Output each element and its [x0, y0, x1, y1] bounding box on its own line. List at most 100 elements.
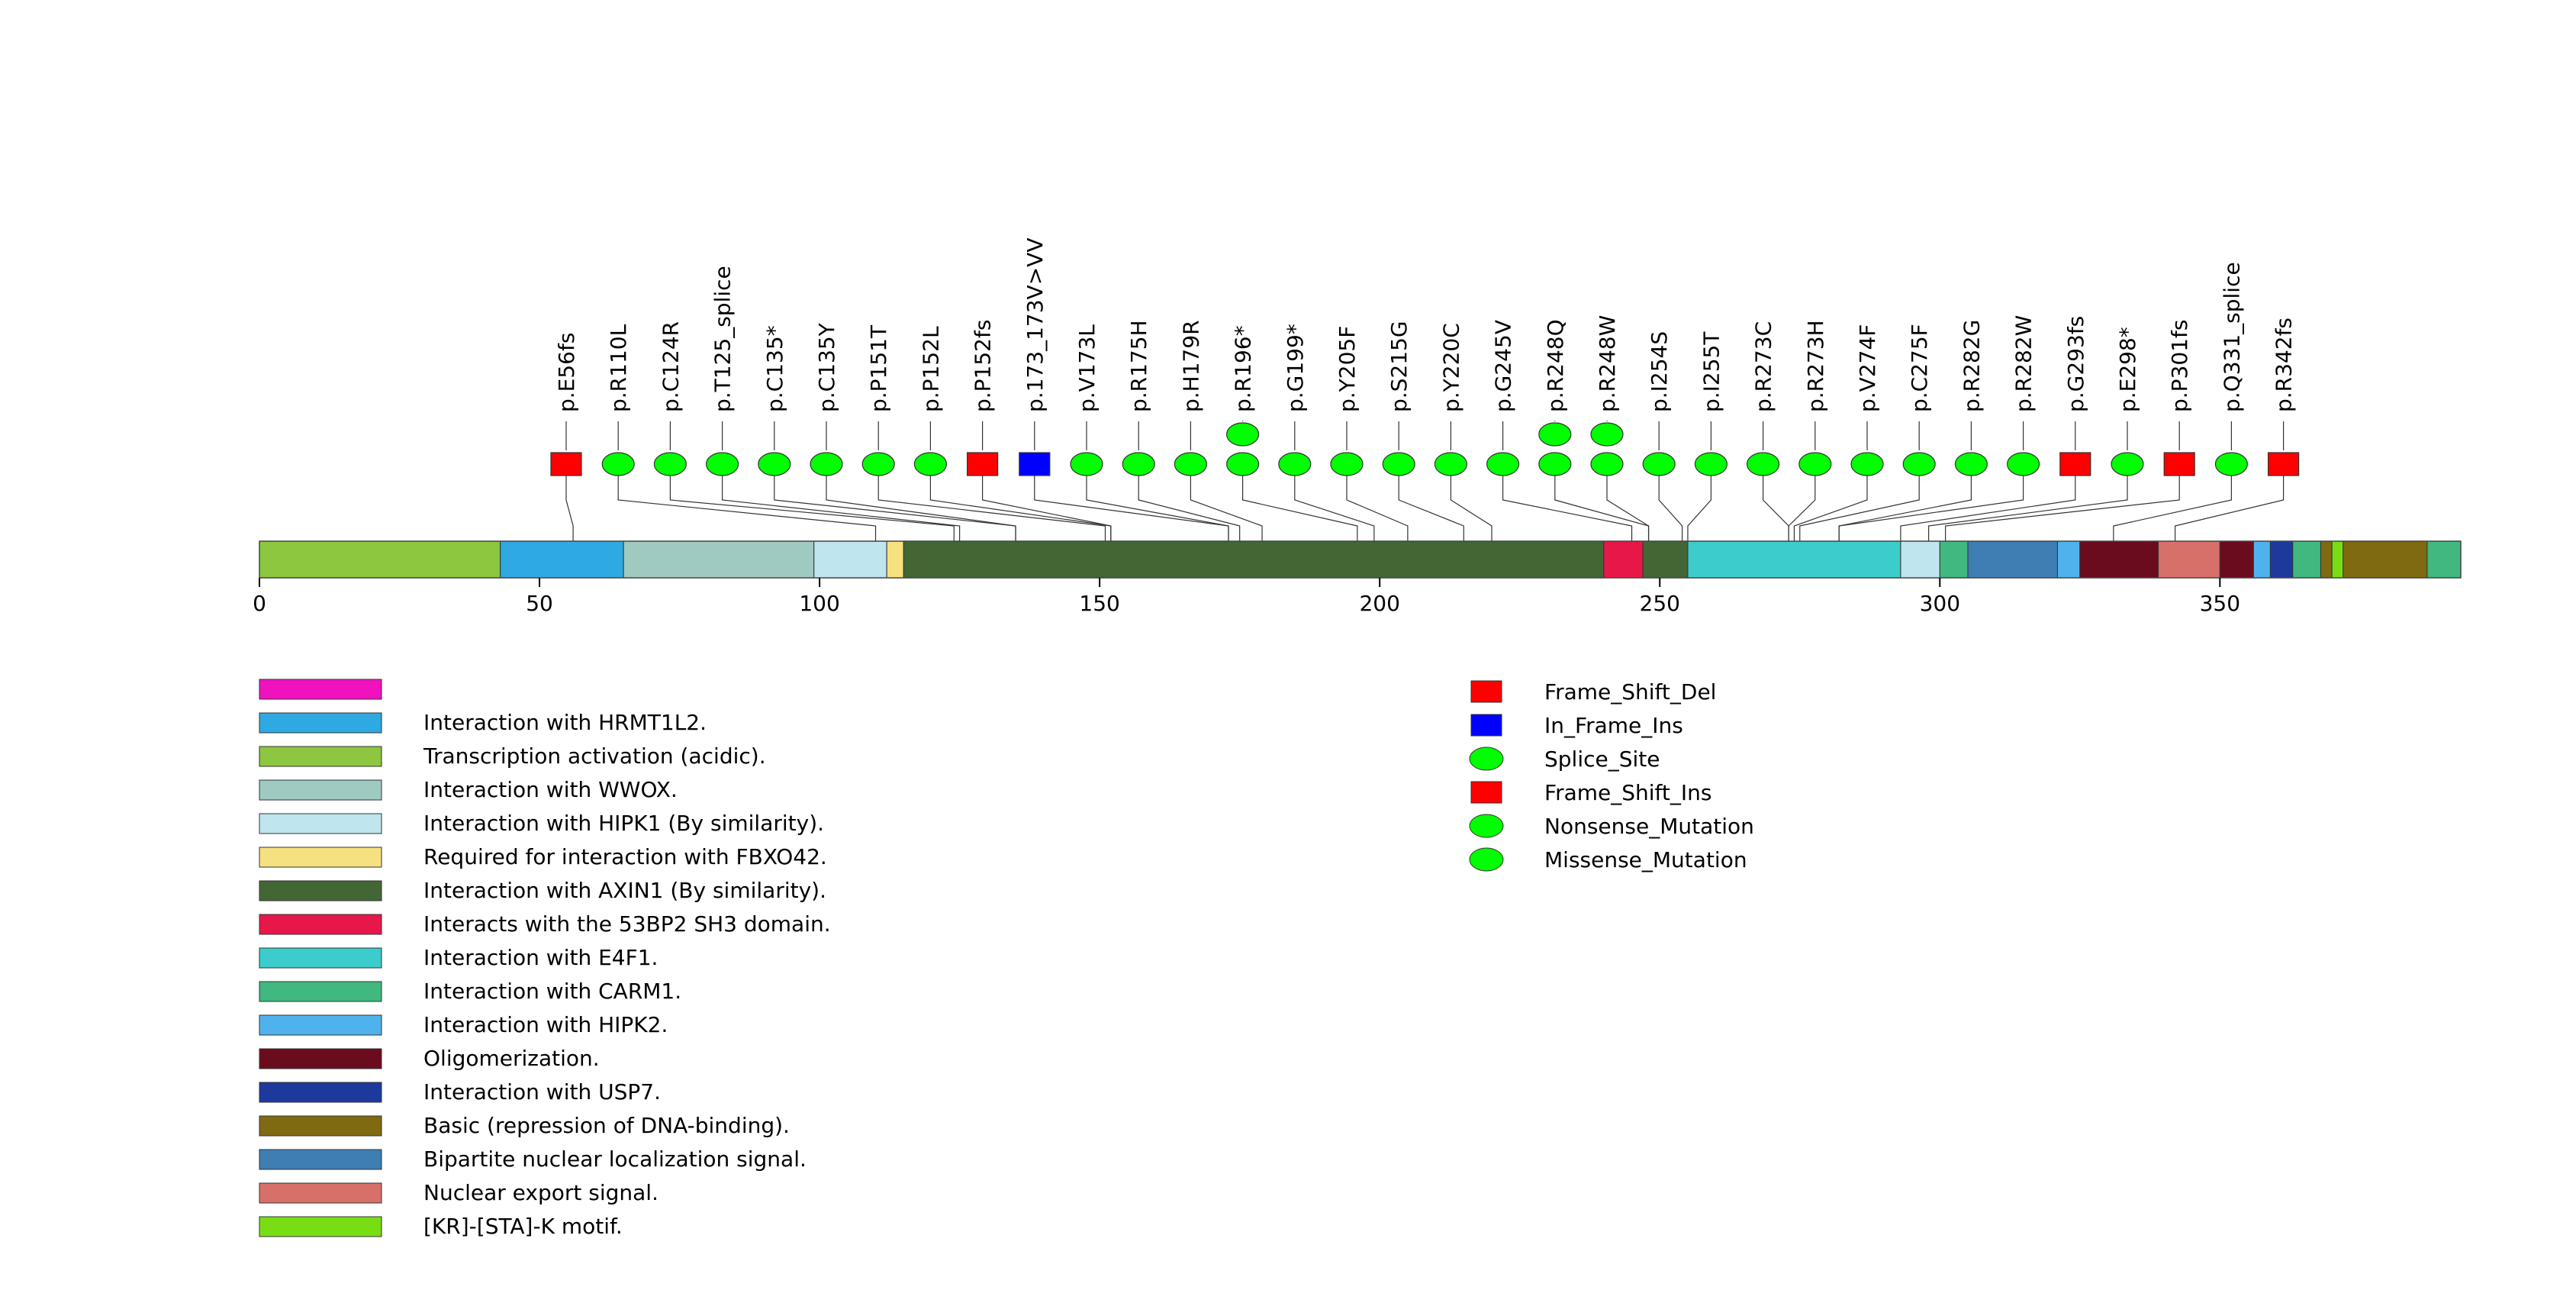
legend-swatch-interaction-with-hipk1-by-similarity — [259, 813, 382, 834]
domain-interaction-with-hipk2 — [2252, 540, 2271, 579]
legend-label-interaction-with-hipk1-by-similarity: Interaction with HIPK1 (By similarity). — [423, 811, 824, 836]
mutation-label-p-e56fs: p.E56fs — [554, 333, 579, 412]
axis-tick-label: 200 — [1359, 591, 1399, 616]
legend-swatch-unlabeled — [259, 679, 382, 700]
legend-label-interacts-with-the-53bp2-sh3-domain: Interacts with the 53BP2 SH3 domain. — [423, 911, 831, 937]
domain-interaction-with-wwox — [623, 540, 815, 579]
mutation-marker-p-r175h — [1122, 452, 1155, 476]
domain-interacts-with-the-53bp2-sh3-domain — [1603, 540, 1644, 579]
legend-swatch-basic-repression-of-dna-binding — [259, 1115, 382, 1137]
mutation-marker-p-r196 — [1225, 422, 1260, 447]
domain-oligomerization — [2219, 540, 2254, 579]
mutation-marker-p-y220c — [1434, 452, 1468, 476]
mutation-marker-p-r248q — [1538, 452, 1572, 476]
mutation-marker-p-g245v — [1486, 452, 1520, 476]
domain-interaction-with-hrmt1l2 — [500, 540, 624, 579]
legend-marker-in-frame-ins — [1470, 714, 1502, 737]
legend-swatch-kr-sta-k-motif — [259, 1216, 382, 1237]
mutation-marker-p-r196 — [1225, 452, 1260, 476]
domain-basic-repression-of-dna-binding — [2343, 540, 2428, 579]
mutation-label-p-r175h: p.R175H — [1126, 320, 1151, 412]
legend-swatch-oligomerization — [259, 1048, 382, 1069]
domain-required-for-interaction-with-fbxo42 — [886, 540, 904, 579]
mutation-label-p-g199: p.G199* — [1283, 324, 1308, 412]
mutation-label-p-r282g: p.R282G — [1959, 320, 1984, 412]
mutation-marker-p-c275f — [1902, 452, 1936, 476]
domain-bipartite-nuclear-localization-signal — [1967, 540, 2058, 579]
mutation-marker-p-t125-splice — [705, 452, 739, 476]
x-axis: 0 50 100 150 200 250 300 350 — [253, 578, 2240, 616]
legend-swatch-required-for-interaction-with-fbxo42 — [259, 847, 382, 868]
mutation-label-p-c275f: p.C275F — [1907, 324, 1932, 412]
mutation-marker-p-c135 — [758, 452, 791, 476]
domain-transcription-activation-acidic — [259, 540, 501, 579]
axis-tick-label: 300 — [1920, 591, 1960, 616]
mutation-marker-p-e298 — [2111, 452, 2144, 476]
mutation-marker-p-i254s — [1642, 452, 1676, 476]
legend-marker-missense-mutation — [1469, 847, 1504, 872]
legend-label-interaction-with-hipk2: Interaction with HIPK2. — [423, 1012, 668, 1037]
mutation-marker-p-r273c — [1747, 452, 1780, 476]
legend-label-required-for-interaction-with-fbxo42: Required for interaction with FBXO42. — [423, 844, 827, 869]
legend-label-transcription-activation-acidic: Transcription activation (acidic). — [423, 743, 766, 769]
axis-tick-label: 250 — [1640, 591, 1680, 616]
mutation-markers — [550, 422, 2300, 476]
mutation-label-p-173-173v-vv: p.173_173V>VV — [1022, 238, 1048, 412]
mutation-marker-p-p152l — [913, 452, 948, 476]
mutation-marker-p-s215g — [1382, 452, 1415, 476]
legend-swatch-interaction-with-wwox — [259, 779, 382, 801]
mutation-label-p-r273h: p.R273H — [1803, 320, 1828, 412]
axis-tick-label: 0 — [253, 591, 266, 616]
mutation-marker-p-r342fs — [2268, 452, 2300, 476]
legend-label-interaction-with-wwox: Interaction with WWOX. — [423, 777, 678, 802]
mutation-label-p-s215g: p.S215G — [1386, 321, 1412, 412]
axis-tick-label: 50 — [526, 591, 553, 616]
domain-interaction-with-hipk1-by-similarity — [813, 540, 887, 579]
legend-marker-nonsense-mutation — [1469, 814, 1504, 838]
mutation-marker-p-e56fs — [550, 452, 582, 476]
legend-swatch-interaction-with-hrmt1l2 — [259, 712, 382, 734]
mutation-label-p-r248q: p.R248Q — [1543, 319, 1568, 412]
legend-swatch-interaction-with-axin1-by-similarity — [259, 880, 382, 901]
legend-swatch-interacts-with-the-53bp2-sh3-domain — [259, 914, 382, 935]
mutation-label-p-v173l: p.V173L — [1074, 324, 1100, 412]
mutation-label-p-g245v: p.G245V — [1491, 320, 1516, 412]
domain-nuclear-export-signal — [2158, 540, 2220, 579]
legend-marker-splice-site — [1469, 747, 1504, 771]
mutation-label-p-c135y: p.C135Y — [814, 322, 839, 412]
mutation-label-p-y205f: p.Y205F — [1335, 326, 1360, 412]
legend-label-nuclear-export-signal: Nuclear export signal. — [423, 1180, 658, 1205]
mutation-marker-p-r248w — [1590, 452, 1624, 476]
mutation-label-p-c135: p.C135* — [762, 325, 787, 412]
mutation-label-p-t125-splice: p.T125_splice — [710, 266, 736, 412]
mutation-label-p-g293fs: p.G293fs — [2063, 316, 2088, 412]
mutation-marker-p-p152fs — [966, 452, 999, 476]
legend-label-splice-site: Splice_Site — [1544, 747, 1660, 772]
mutation-label-p-r196: p.R196* — [1231, 325, 1256, 412]
protein-track — [259, 540, 2462, 579]
domain-interaction-with-carm1 — [2292, 540, 2321, 579]
mutation-label-p-p151t: p.P151T — [866, 324, 891, 412]
mutation-label-p-v274f: p.V274F — [1855, 324, 1880, 412]
mutation-marker-p-r248q — [1538, 422, 1572, 447]
legend-label-interaction-with-e4f1: Interaction with E4F1. — [423, 945, 658, 970]
mutation-marker-p-v274f — [1850, 452, 1884, 476]
legend-marker-frame-shift-del — [1470, 680, 1502, 703]
legend-swatch-interaction-with-usp7 — [259, 1082, 382, 1103]
mutation-type-legend: Frame_Shift_Del In_Frame_Ins Splice_Site Fr… — [1469, 679, 1754, 872]
mutation-marker-p-p301fs — [2163, 452, 2195, 476]
domain-interaction-with-carm1 — [2426, 540, 2462, 579]
mutation-label-p-q331-splice: p.Q331_splice — [2219, 262, 2244, 412]
mutation-labels: p.E56fs p.R110L p.C124R p.T125_splice p.C135… — [554, 238, 2297, 412]
mutation-label-p-i255t: p.I255T — [1699, 331, 1724, 412]
domain-interaction-with-e4f1 — [1687, 540, 1901, 579]
axis-tick-label: 150 — [1079, 591, 1119, 616]
mutation-marker-p-c124r — [653, 452, 687, 476]
domain-basic-repression-of-dna-binding — [2320, 540, 2333, 579]
mutation-marker-p-h179r — [1174, 452, 1208, 476]
legend-swatch-nuclear-export-signal — [259, 1182, 382, 1204]
legend-label-kr-sta-k-motif: [KR]-[STA]-K motif. — [423, 1214, 623, 1239]
mutation-marker-p-g199 — [1278, 452, 1312, 476]
legend-swatch-interaction-with-carm1 — [259, 981, 382, 1002]
